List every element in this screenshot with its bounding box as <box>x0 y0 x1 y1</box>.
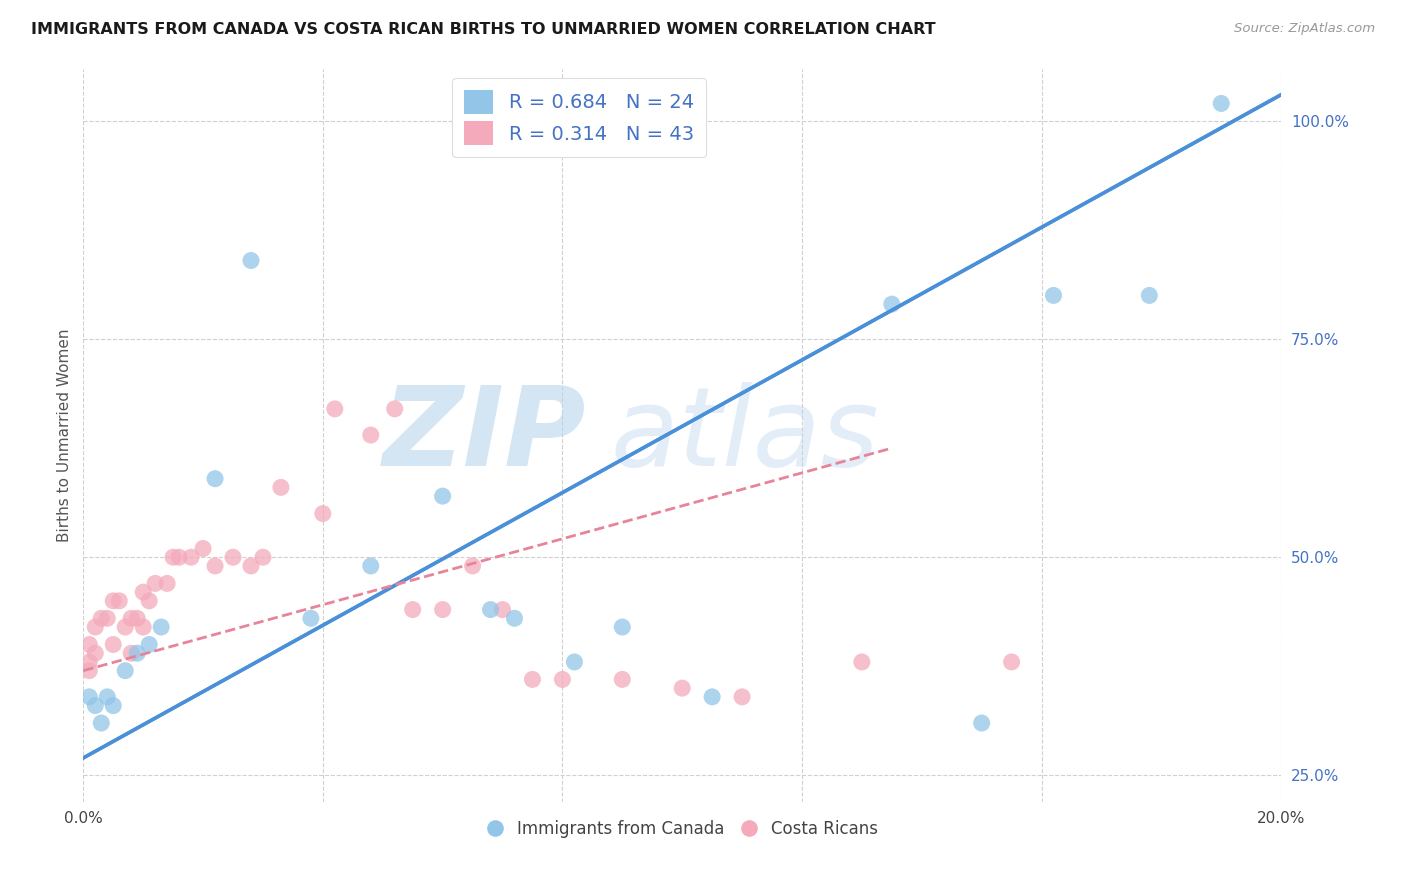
Point <box>564 655 586 669</box>
Point <box>84 620 107 634</box>
Y-axis label: Births to Unmarried Women: Births to Unmarried Women <box>58 328 72 541</box>
Point <box>84 646 107 660</box>
Point <box>180 550 202 565</box>
Point <box>204 472 226 486</box>
Point <box>522 673 544 687</box>
Point <box>103 698 125 713</box>
Point <box>503 611 526 625</box>
Point <box>252 550 274 565</box>
Point <box>432 602 454 616</box>
Text: IMMIGRANTS FROM CANADA VS COSTA RICAN BIRTHS TO UNMARRIED WOMEN CORRELATION CHAR: IMMIGRANTS FROM CANADA VS COSTA RICAN BI… <box>31 22 935 37</box>
Point <box>970 716 993 731</box>
Point <box>851 655 873 669</box>
Point <box>138 638 160 652</box>
Point <box>108 594 131 608</box>
Point <box>612 673 634 687</box>
Text: atlas: atlas <box>610 382 879 489</box>
Point <box>299 611 322 625</box>
Point <box>551 673 574 687</box>
Point <box>479 602 502 616</box>
Point <box>167 550 190 565</box>
Point <box>432 489 454 503</box>
Point <box>402 602 425 616</box>
Text: Source: ZipAtlas.com: Source: ZipAtlas.com <box>1234 22 1375 36</box>
Legend: Immigrants from Canada, Costa Ricans: Immigrants from Canada, Costa Ricans <box>479 814 884 845</box>
Point <box>731 690 754 704</box>
Point <box>1042 288 1064 302</box>
Point <box>114 664 136 678</box>
Text: ZIP: ZIP <box>382 382 586 489</box>
Point <box>162 550 184 565</box>
Point <box>127 646 149 660</box>
Point <box>1000 655 1022 669</box>
Point <box>132 585 155 599</box>
Point <box>240 253 263 268</box>
Point <box>612 620 634 634</box>
Point <box>360 428 382 442</box>
Point <box>90 611 112 625</box>
Point <box>384 401 406 416</box>
Point <box>323 401 346 416</box>
Point <box>77 664 100 678</box>
Point <box>96 690 118 704</box>
Point <box>191 541 214 556</box>
Point <box>143 576 166 591</box>
Point <box>1211 96 1233 111</box>
Point <box>222 550 245 565</box>
Point <box>880 297 903 311</box>
Point <box>150 620 173 634</box>
Point <box>77 690 100 704</box>
Point <box>120 646 142 660</box>
Point <box>132 620 155 634</box>
Point <box>491 602 513 616</box>
Point <box>96 611 118 625</box>
Point <box>138 594 160 608</box>
Point <box>461 558 484 573</box>
Point <box>103 594 125 608</box>
Point <box>270 480 292 494</box>
Point <box>360 558 382 573</box>
Point <box>114 620 136 634</box>
Point <box>77 655 100 669</box>
Point <box>240 558 263 573</box>
Point <box>77 638 100 652</box>
Point <box>90 716 112 731</box>
Point <box>156 576 179 591</box>
Point <box>127 611 149 625</box>
Point <box>671 681 693 695</box>
Point <box>204 558 226 573</box>
Point <box>1137 288 1160 302</box>
Point <box>702 690 724 704</box>
Point <box>120 611 142 625</box>
Point <box>103 638 125 652</box>
Point <box>312 507 335 521</box>
Point <box>84 698 107 713</box>
